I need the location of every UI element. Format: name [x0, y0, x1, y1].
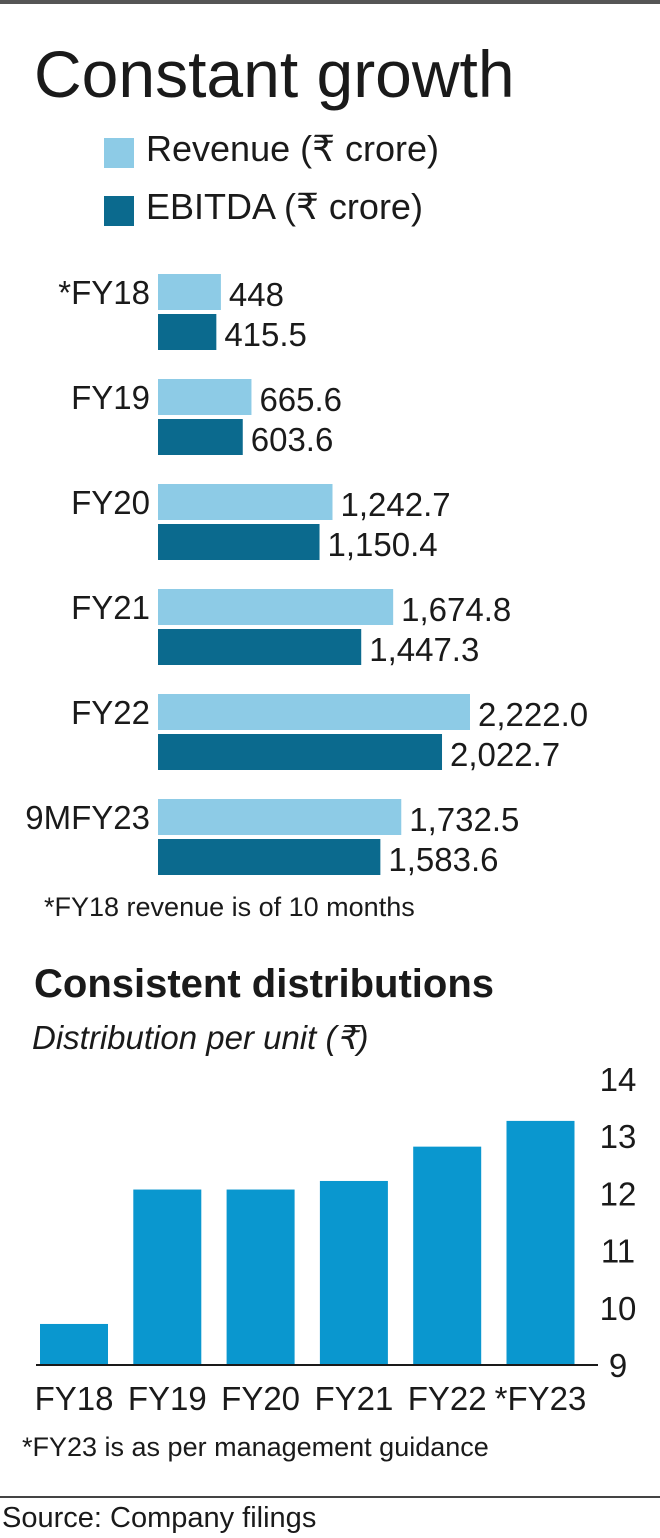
category-label-9mfy23: 9MFY23 — [25, 799, 150, 836]
x-tick-label-fy23: *FY23 — [495, 1380, 587, 1417]
top-rule — [0, 0, 660, 4]
bar-revenue-fy22 — [158, 694, 470, 730]
legend-swatch-revenue — [104, 138, 134, 168]
data-label-revenue-fy21: 1,674.8 — [401, 591, 511, 628]
legend-label-revenue: Revenue (₹ crore) — [146, 128, 440, 169]
x-tick-label-fy22: FY22 — [408, 1380, 487, 1417]
bar-distribution-fy18 — [40, 1323, 108, 1364]
category-label-fy20: FY20 — [71, 484, 150, 521]
data-label-ebitda-fy21: 1,447.3 — [369, 631, 479, 668]
y-tick-label-10: 10 — [600, 1290, 637, 1327]
bar-ebitda-9mfy23 — [158, 839, 381, 875]
x-tick-label-fy18: FY18 — [35, 1380, 114, 1417]
bar-distribution-fy20 — [226, 1189, 295, 1364]
bar-ebitda-fy20 — [158, 524, 320, 560]
data-label-ebitda-9mfy23: 1,583.6 — [388, 841, 498, 878]
bar-ebitda-fy18 — [158, 314, 217, 350]
category-label-fy19: FY19 — [71, 379, 150, 416]
data-label-ebitda-fy22: 2,022.7 — [450, 736, 560, 773]
chart-title: Constant growth — [34, 37, 515, 111]
category-label-fy21: FY21 — [71, 589, 150, 626]
distribution-bar-chart: FY18 FY19 FY20 FY21 FY22 *FY23 9 10 11 12 13 14 — [35, 1061, 637, 1417]
bar-revenue-fy20 — [158, 484, 333, 520]
legend-swatch-ebitda — [104, 196, 134, 226]
bar-ebitda-fy21 — [158, 629, 362, 665]
bar-distribution-fy22 — [413, 1146, 482, 1364]
bar-distribution-fy21 — [319, 1180, 388, 1364]
bar-revenue-fy21 — [158, 589, 394, 625]
bar-revenue-fy18 — [158, 274, 221, 310]
data-label-ebitda-fy18: 415.5 — [224, 316, 307, 353]
chart2-title: Consistent distributions — [34, 962, 494, 1006]
x-tick-label-fy19: FY19 — [128, 1380, 207, 1417]
bar-distribution-fy19 — [133, 1189, 202, 1364]
bottom-rule — [0, 1496, 660, 1498]
y-tick-label-9: 9 — [609, 1347, 627, 1384]
y-tick-label-12: 12 — [600, 1175, 637, 1212]
data-label-revenue-fy20: 1,242.7 — [340, 486, 450, 523]
y-tick-label-11: 11 — [601, 1233, 635, 1270]
bar-revenue-fy19 — [158, 379, 252, 415]
data-label-revenue-fy19: 665.6 — [259, 381, 342, 418]
category-label-fy22: FY22 — [71, 694, 150, 731]
data-label-ebitda-fy20: 1,150.4 — [328, 526, 438, 563]
data-label-revenue-fy18: 448 — [229, 276, 284, 313]
legend-label-ebitda: EBITDA (₹ crore) — [146, 186, 423, 227]
chart2-unit-label: Distribution per unit (₹) — [32, 1019, 369, 1056]
bar-distribution-fy23 — [506, 1120, 575, 1364]
y-tick-label-13: 13 — [600, 1118, 637, 1155]
y-tick-label-14: 14 — [600, 1061, 637, 1098]
bar-ebitda-fy22 — [158, 734, 443, 770]
x-tick-label-fy21: FY21 — [314, 1380, 393, 1417]
chart2-footnote: *FY23 is as per management guidance — [22, 1432, 489, 1462]
bar-ebitda-fy19 — [158, 419, 243, 455]
chart1-footnote: *FY18 revenue is of 10 months — [44, 892, 415, 922]
category-label-fy18: *FY18 — [58, 274, 150, 311]
bar-revenue-9mfy23 — [158, 799, 402, 835]
data-label-ebitda-fy19: 603.6 — [251, 421, 334, 458]
data-label-revenue-9mfy23: 1,732.5 — [409, 801, 519, 838]
x-tick-label-fy20: FY20 — [221, 1380, 300, 1417]
source-line: Source: Company filings — [2, 1502, 317, 1534]
data-label-revenue-fy22: 2,222.0 — [478, 696, 588, 733]
